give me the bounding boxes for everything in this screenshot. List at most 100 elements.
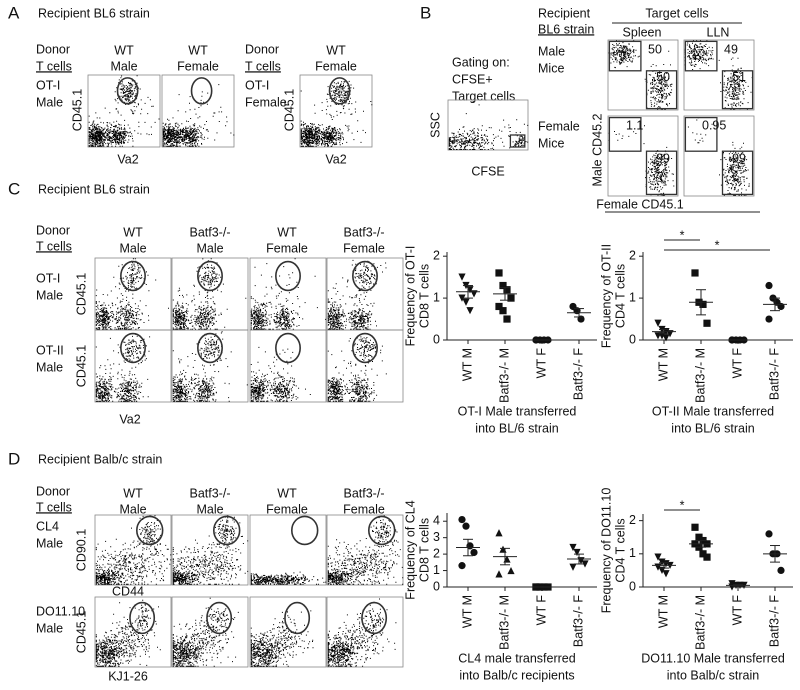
data-point: [499, 281, 507, 290]
plot-frame: [326, 514, 404, 586]
gate-value: 0.95: [702, 118, 726, 132]
x-tick-label: Batf3-/- M: [693, 348, 707, 403]
cytometry-events: [88, 75, 160, 147]
x-tick-label: WT F: [534, 595, 548, 626]
plot-frame: [326, 596, 404, 668]
row-label: Donor: [36, 223, 70, 237]
panel-letter: B: [420, 3, 431, 22]
cytometry-events: [608, 40, 673, 110]
row-label: T cells: [36, 239, 72, 253]
gate: [275, 332, 301, 364]
column-header: Male: [196, 241, 223, 255]
plot-frame: [249, 596, 327, 668]
plot-frame: [249, 329, 327, 403]
cytometry-events: [95, 515, 172, 585]
gate: [116, 77, 139, 105]
row-label: OT-I: [245, 78, 269, 92]
gating-label: Target cells: [452, 89, 515, 103]
data-point: [462, 298, 470, 306]
panel-title: Recipient Balb/c strain: [38, 452, 162, 466]
row-label: OT-I: [36, 271, 60, 285]
column-header: LLN: [707, 25, 730, 39]
plot-frame: [249, 257, 327, 331]
gate-value: 99: [732, 151, 746, 165]
data-point: [466, 307, 474, 315]
data-point: [507, 566, 515, 575]
x-axis-title: into Balb/c strain: [667, 668, 759, 682]
gate: [509, 134, 526, 148]
cytometry-events: [162, 84, 235, 147]
y-tick-label: 0: [433, 579, 440, 593]
gate: [721, 70, 754, 110]
row-label: Male: [36, 360, 63, 374]
axis-label: CD45.1: [74, 273, 88, 315]
row-label: Female: [538, 119, 580, 133]
data-point: [662, 570, 670, 578]
plot-frame: [171, 329, 249, 403]
data-point: [691, 269, 699, 277]
column-header: Target cells: [645, 6, 708, 20]
row-label: T cells: [36, 59, 72, 73]
y-axis-title: CD4 T cells: [613, 518, 627, 582]
x-tick-label: Batf3-/- F: [571, 348, 585, 400]
gate: [120, 332, 146, 364]
y-axis-title: Frequency of DO11.10: [599, 488, 613, 614]
cytometry-events: [95, 599, 161, 667]
data-point: [695, 533, 703, 541]
column-header: Batf3-/-: [190, 225, 231, 239]
row-label: CL4: [36, 519, 59, 533]
row-label: Female: [245, 95, 287, 109]
row-label: Male: [36, 288, 63, 302]
column-header: WT: [123, 486, 143, 500]
x-tick-label: Batf3-/- F: [571, 595, 585, 647]
row-label: Donor: [36, 42, 70, 56]
cytometry-events: [250, 571, 327, 585]
axis-label: Va2: [325, 152, 346, 166]
gate: [120, 260, 146, 292]
plot-frame: [683, 39, 755, 111]
row-label: T cells: [36, 500, 72, 514]
data-point: [458, 515, 466, 524]
x-tick-label: WT F: [730, 595, 744, 626]
y-axis-title: CD8 T cells: [417, 264, 431, 328]
gate: [290, 515, 319, 546]
column-header: Female: [177, 59, 219, 73]
gate: [284, 601, 311, 635]
row-label: Male: [36, 621, 63, 635]
cytometry-events: [95, 333, 151, 402]
data-point: [458, 294, 466, 302]
column-header: WT: [277, 225, 297, 239]
gate-value: 51: [732, 70, 746, 84]
axis-label: SSC: [428, 112, 442, 138]
plot-frame: [299, 74, 373, 148]
cytometry-events: [250, 335, 311, 402]
row-label: OT-II: [36, 343, 64, 357]
data-point: [458, 273, 466, 281]
data-point: [654, 553, 662, 561]
column-header: WT: [123, 225, 143, 239]
data-point: [569, 543, 577, 552]
data-point: [765, 281, 773, 290]
column-header: Male: [196, 502, 223, 516]
axis-label: CD45.1: [74, 345, 88, 387]
row-label: Donor: [36, 484, 70, 498]
y-tick-label: 2: [629, 513, 636, 527]
axis-label: CD90.1: [74, 529, 88, 571]
column-header: Batf3-/-: [344, 225, 385, 239]
column-header: WT: [188, 43, 208, 57]
plot-frame: [326, 329, 404, 403]
y-axis-title: CD4 T cells: [613, 264, 627, 328]
gate: [129, 601, 156, 635]
data-point: [703, 553, 711, 561]
panel-letter: C: [8, 179, 20, 198]
x-tick-label: WT M: [460, 595, 474, 628]
axis-label: CD45.1: [74, 611, 88, 653]
data-point: [470, 548, 478, 557]
data-point: [699, 550, 707, 558]
gate: [275, 260, 301, 292]
x-axis-title: DO11.10 Male transferred: [641, 651, 785, 665]
column-header: Female: [315, 59, 357, 73]
column-header: Female: [266, 241, 308, 255]
cytometry-events: [687, 117, 750, 196]
x-axis-title: OT-II Male transferred: [652, 404, 774, 418]
